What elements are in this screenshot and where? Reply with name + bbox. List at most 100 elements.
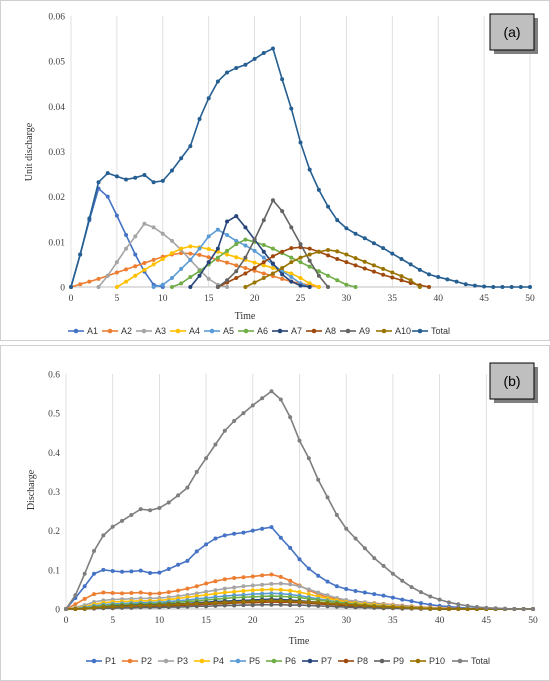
panel-a-point-A8-20 bbox=[399, 278, 404, 283]
panel-b-point-P4-20 bbox=[250, 588, 255, 593]
panel-a-legend-item-A4: A4 bbox=[170, 326, 200, 336]
panel-b-point-P10-42 bbox=[456, 607, 461, 611]
panel-b-legend-item-P2: P2 bbox=[122, 656, 152, 666]
panel-a-point-A10-8 bbox=[316, 249, 321, 254]
panel-b-point-P4-15 bbox=[204, 592, 209, 597]
panel-b-point-P10-17 bbox=[222, 600, 227, 605]
panel-a-point-A4-5 bbox=[160, 257, 165, 261]
panel-a-point-A4-16 bbox=[261, 263, 266, 268]
panel-b-ylabel: Discharge bbox=[26, 469, 37, 510]
panel-a-point-A9-7 bbox=[280, 209, 285, 214]
panel-a-point-A4-7 bbox=[179, 246, 184, 251]
panel-b-xtick-label-10: 50 bbox=[528, 616, 538, 626]
panel-b-point-P10-12 bbox=[176, 602, 181, 607]
panel-a-point-Total-4 bbox=[105, 171, 110, 176]
panel-a-point-Total-1 bbox=[78, 252, 83, 257]
panel-b-point-Total-2 bbox=[82, 571, 87, 576]
panel-b-point-Total-29 bbox=[334, 513, 339, 517]
legend-swatch-marker bbox=[311, 328, 317, 334]
panel-b-point-P10-37 bbox=[409, 605, 414, 610]
panel-b-point-Total-43 bbox=[465, 603, 470, 608]
panel-a-point-Total-44 bbox=[472, 283, 477, 288]
panel-b-legend-item-P5: P5 bbox=[230, 656, 260, 666]
panel-a-legend-item-A6: A6 bbox=[238, 326, 268, 336]
panel-a-point-A3-7 bbox=[160, 231, 165, 236]
panel-a-frame bbox=[0, 0, 550, 341]
panel-b-point-P5-22 bbox=[269, 591, 274, 596]
legend-label: A2 bbox=[121, 326, 132, 336]
panel-a-point-A10-2 bbox=[261, 275, 266, 280]
panel-b-xtick-label-1: 5 bbox=[110, 616, 115, 626]
panel-b-point-Total-36 bbox=[400, 578, 405, 583]
panel-a-point-A8-4 bbox=[252, 266, 257, 271]
panel-b-point-P1-12 bbox=[176, 562, 181, 567]
panel-a-point-A6-18 bbox=[335, 278, 340, 283]
panel-a-point-A3-12 bbox=[206, 276, 211, 281]
panel-b-point-P10-30 bbox=[344, 602, 349, 607]
panel-a-series-A6 bbox=[169, 237, 358, 289]
panel-a-point-A7-11 bbox=[289, 279, 294, 284]
panel-a-legend: A1 A2 A3 A4 A5 A6 A7 A8 A9 A10 Total bbox=[68, 326, 450, 336]
panel-b-label-bg bbox=[489, 362, 535, 400]
panel-a-point-A4-13 bbox=[234, 255, 239, 260]
panel-b-point-P9-28 bbox=[325, 604, 330, 609]
panel-b-point-P3-19 bbox=[241, 584, 246, 589]
panel-b-point-P1-31 bbox=[353, 588, 358, 593]
panel-a-legend-item-A2: A2 bbox=[102, 326, 132, 336]
panel-a-point-A4-12 bbox=[225, 252, 230, 257]
panel-a-point-A5-11 bbox=[252, 248, 257, 253]
panel-a-point-Total-6 bbox=[124, 177, 129, 182]
panel-b-point-Total-20 bbox=[250, 403, 255, 408]
panel-a-point-A3-1 bbox=[105, 273, 110, 278]
panel-b-point-P2-18 bbox=[232, 576, 237, 581]
legend-label: A8 bbox=[325, 326, 336, 336]
panel-a-point-A2-1 bbox=[78, 282, 83, 287]
panel-b-point-Total-26 bbox=[306, 456, 311, 461]
panel-a-xtick-label-8: 40 bbox=[433, 294, 443, 304]
panel-a-point-A4-15 bbox=[252, 260, 257, 265]
panel-a-xtick-label-3: 15 bbox=[204, 294, 214, 304]
panel-b-point-P10-36 bbox=[400, 605, 405, 610]
panel-a-ytick-label-3: 0.03 bbox=[48, 148, 65, 158]
panel-b-point-P2-24 bbox=[288, 578, 293, 583]
legend-label: P2 bbox=[141, 656, 152, 666]
panel-b-point-P10-16 bbox=[213, 600, 218, 605]
panel-a-point-Total-40 bbox=[436, 275, 441, 280]
panel-b-point-P4-13 bbox=[185, 595, 190, 600]
panel-a-ytick-label-4: 0.04 bbox=[48, 103, 65, 113]
panel-a-point-Total-19 bbox=[243, 62, 248, 67]
panel-a-point-A4-4 bbox=[151, 262, 156, 267]
panel-b-point-P1-37 bbox=[409, 599, 414, 604]
panel-b-point-P6-23 bbox=[278, 594, 283, 599]
panel-a-point-A9-4 bbox=[252, 237, 257, 242]
panel-a-point-A4-8 bbox=[188, 244, 193, 249]
panel-b-point-P2-17 bbox=[222, 577, 227, 582]
panel-b-point-P10-32 bbox=[362, 603, 367, 608]
panel-a-point-A7-2 bbox=[206, 260, 211, 265]
panel-b-point-Total-32 bbox=[362, 546, 367, 551]
panel-b-point-P1-8 bbox=[138, 568, 143, 573]
panel-b-point-P9-15 bbox=[204, 604, 209, 609]
panel-a-point-Total-22 bbox=[270, 46, 275, 51]
panel-b-point-P5-21 bbox=[260, 591, 265, 596]
panel-b-point-Total-25 bbox=[297, 438, 302, 443]
panel-b-point-P1-6 bbox=[120, 569, 125, 574]
panel-b-grid bbox=[65, 374, 534, 609]
panel-b-point-Total-6 bbox=[120, 518, 125, 523]
panel-b-point-P10-11 bbox=[166, 602, 171, 607]
legend-swatch-marker bbox=[307, 658, 313, 664]
panel-a-point-Total-18 bbox=[234, 65, 239, 70]
panel-b-point-P9-27 bbox=[316, 603, 321, 608]
panel-b-point-Total-46 bbox=[493, 606, 498, 611]
panel-a-point-A5-10 bbox=[243, 243, 248, 248]
panel-a-point-A10-0 bbox=[243, 285, 248, 289]
panel-a-legend-item-A1: A1 bbox=[68, 326, 98, 336]
panel-a-point-A9-10 bbox=[307, 258, 312, 263]
panel-a-point-A10-7 bbox=[307, 252, 312, 257]
panel-a-xtick-label-0: 0 bbox=[69, 294, 74, 304]
legend-label: A6 bbox=[257, 326, 268, 336]
panel-a-point-A7-4 bbox=[225, 219, 230, 224]
panel-b-point-P3-14 bbox=[194, 591, 199, 596]
panel-b-point-P9-30 bbox=[344, 605, 349, 610]
